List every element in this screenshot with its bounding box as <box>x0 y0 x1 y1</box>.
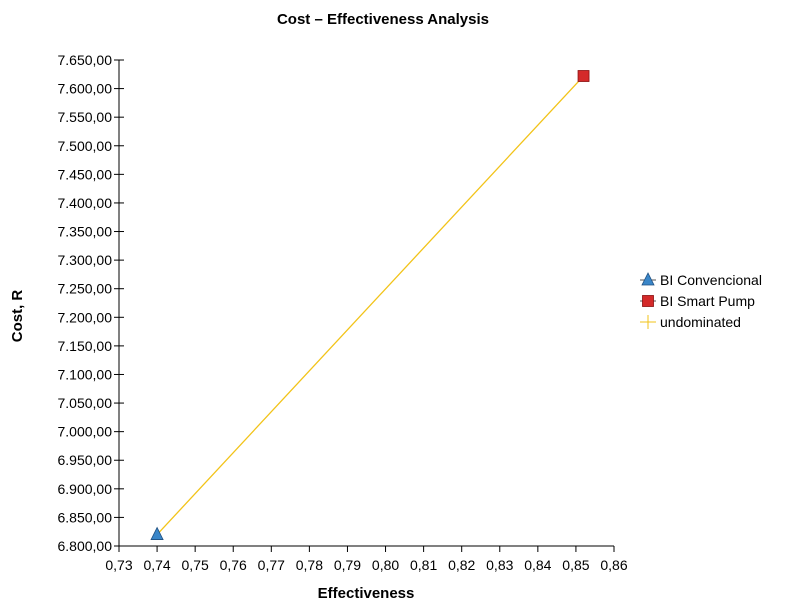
series-layer <box>150 70 590 540</box>
y-tick-label: 7.650,00 <box>58 52 113 68</box>
x-axis-ticks: 0,73 0,74 0,75 0,76 0,77 0,78 0,79 0,80 0,81 0,82… <box>105 546 628 573</box>
y-tick-label: 7.000,00 <box>58 424 113 440</box>
y-tick-label: 7.150,00 <box>58 338 113 354</box>
y-tick-label: 7.450,00 <box>58 166 113 182</box>
x-tick-label: 0,84 <box>524 557 551 573</box>
axes <box>118 60 614 547</box>
x-tick-label: 0,75 <box>182 557 209 573</box>
x-tick-label: 0,86 <box>600 557 627 573</box>
legend-marker-square <box>642 295 654 307</box>
x-tick-label: 0,73 <box>105 557 132 573</box>
y-tick-label: 6.800,00 <box>58 538 113 554</box>
y-tick-label: 6.850,00 <box>58 509 113 525</box>
y-tick-label: 7.200,00 <box>58 309 113 325</box>
chart-title: Cost – Effectiveness Analysis <box>277 11 489 28</box>
data-point-bi-convencional <box>150 526 164 540</box>
x-tick-label: 0,85 <box>562 557 589 573</box>
y-tick-label: 7.050,00 <box>58 395 113 411</box>
y-tick-label: 7.600,00 <box>58 81 113 97</box>
x-tick-label: 0,77 <box>258 557 285 573</box>
y-tick-label: 7.250,00 <box>58 281 113 297</box>
x-tick-label: 0,82 <box>448 557 475 573</box>
x-tick-label: 0,78 <box>296 557 323 573</box>
y-tick-label: 6.900,00 <box>58 481 113 497</box>
series-line-undominated <box>156 75 585 536</box>
y-tick-label: 6.950,00 <box>58 452 113 468</box>
y-tick-label: 7.300,00 <box>58 252 113 268</box>
x-tick-label: 0,79 <box>334 557 361 573</box>
y-axis-title: Cost, R <box>9 290 26 343</box>
x-tick-label: 0,81 <box>410 557 437 573</box>
legend-marker-triangle <box>641 272 655 286</box>
data-point-bi-smart-pump <box>577 70 590 82</box>
x-axis-title: Effectiveness <box>318 585 415 601</box>
y-tick-label: 7.400,00 <box>58 195 113 211</box>
y-tick-label: 7.100,00 <box>58 366 113 382</box>
legend: BI Convencional BI Smart Pump undominated <box>640 272 762 330</box>
y-tick-label: 7.500,00 <box>58 138 113 154</box>
x-tick-label: 0,80 <box>372 557 399 573</box>
y-axis-ticks: 7.650,00 7.600,00 7.550,00 7.500,00 7.450,00… <box>58 52 124 554</box>
y-tick-label: 7.350,00 <box>58 224 113 240</box>
legend-label: undominated <box>660 314 741 330</box>
x-tick-label: 0,74 <box>143 557 170 573</box>
legend-label: BI Smart Pump <box>660 293 755 309</box>
legend-label: BI Convencional <box>660 272 762 288</box>
x-tick-label: 0,83 <box>486 557 513 573</box>
y-tick-label: 7.550,00 <box>58 109 113 125</box>
x-tick-label: 0,76 <box>220 557 247 573</box>
